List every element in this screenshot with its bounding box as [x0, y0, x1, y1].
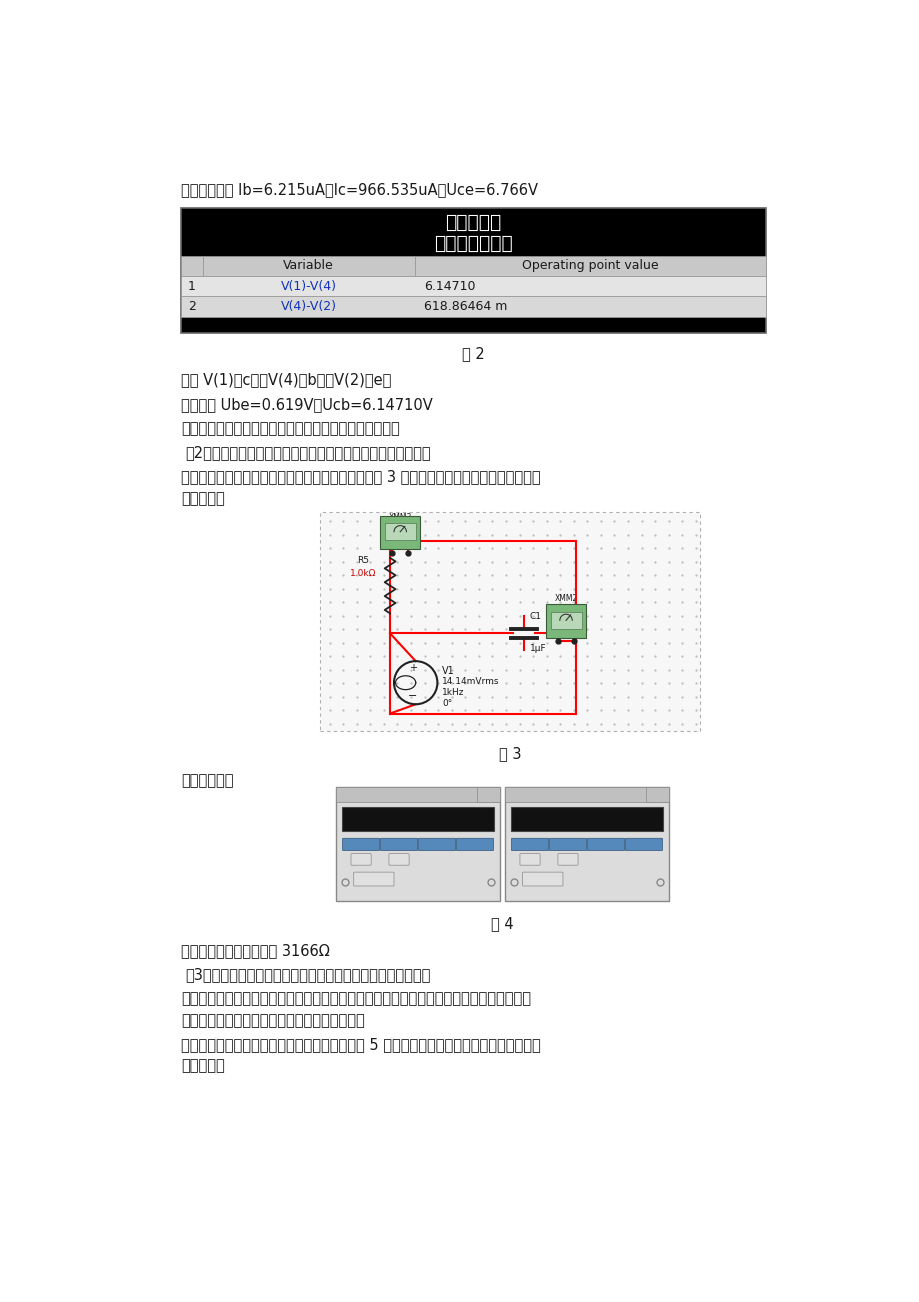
FancyBboxPatch shape [380, 838, 417, 850]
Bar [510, 807, 663, 831]
Bar [380, 516, 420, 549]
Text: 直流工作点分析: 直流工作点分析 [434, 234, 512, 253]
Text: 6.14710: 6.14710 [424, 280, 475, 293]
Bar [505, 786, 668, 802]
Text: 电流档）：: 电流档）： [181, 491, 224, 506]
Text: 1.0kΩ: 1.0kΩ [349, 569, 376, 578]
Text: +: + [408, 663, 416, 673]
Text: 万用表-XMM1: 万用表-XMM1 [380, 789, 433, 799]
Text: 用万用表测量输出端的电压和电流，接法如图如 5 所示（将万用表先后选为交流电压和交流: 用万用表测量输出端的电压和电流，接法如图如 5 所示（将万用表先后选为交流电压和… [181, 1038, 540, 1052]
Text: 由此可得 Ube=0.619V，Ucb=6.14710V: 由此可得 Ube=0.619V，Ucb=6.14710V [181, 397, 432, 411]
Text: C1: C1 [529, 612, 541, 621]
Text: R5: R5 [357, 556, 369, 565]
Text: 直流工作点为 Ib=6.215uA，Ic=966.535uA，Uce=6.766V: 直流工作点为 Ib=6.215uA，Ic=966.535uA，Uce=6.766… [181, 182, 538, 198]
Bar [202, 255, 414, 276]
FancyBboxPatch shape [519, 854, 539, 866]
Text: A: A [527, 840, 532, 849]
Text: 由上 V(1)为c极；V(4)为b极；V(2)为e极: 由上 V(1)为c极；V(4)为b极；V(2)为e极 [181, 372, 391, 388]
Text: V(1)-V(4): V(1)-V(4) [280, 280, 336, 293]
Bar [335, 786, 500, 802]
Text: V: V [564, 840, 571, 849]
Text: 1kHz: 1kHz [441, 687, 464, 697]
Text: 图 2: 图 2 [461, 346, 484, 362]
Text: —: — [562, 854, 573, 865]
Text: 0°: 0° [441, 699, 452, 708]
Text: 输出电阔。否则测量的是最后负载电阔的阔値。: 输出电阔。否则测量的是最后负载电阔的阔値。 [181, 1013, 364, 1027]
FancyBboxPatch shape [351, 854, 370, 866]
Text: （3）请利用软件提供的各种测量仪表测出该电路的输出电阔。: （3）请利用软件提供的各种测量仪表测出该电路的输出电阔。 [185, 967, 430, 982]
FancyBboxPatch shape [418, 838, 455, 850]
Text: 设置...: 设置... [532, 874, 552, 884]
Text: 用万用表测量输入端的电压和电流，电路图接法如图 3 所示（将万用表选为交流电压和交流: 用万用表测量输入端的电压和电流，电路图接法如图 3 所示（将万用表选为交流电压和… [181, 470, 540, 484]
Text: 2.404 uA: 2.404 uA [369, 810, 466, 828]
Bar [645, 786, 668, 802]
Bar [320, 512, 699, 732]
Text: ∼: ∼ [356, 854, 366, 865]
Text: Ω: Ω [602, 840, 608, 849]
Bar [342, 807, 494, 831]
Text: 实验一电路: 实验一电路 [445, 212, 501, 232]
Text: 1μF: 1μF [529, 644, 546, 654]
Text: XX: XX [482, 790, 494, 799]
Text: ∼: ∼ [525, 854, 534, 865]
Text: XMM3: XMM3 [388, 513, 412, 522]
Text: （2）请利用软件提供的各种测量仪表测出该电路的输入电阔。: （2）请利用软件提供的各种测量仪表测出该电路的输入电阔。 [185, 445, 430, 461]
Text: XMM2: XMM2 [554, 594, 577, 603]
FancyBboxPatch shape [389, 854, 409, 866]
Text: dB: dB [637, 840, 649, 849]
Bar [545, 604, 585, 638]
Text: +: + [340, 868, 349, 878]
Text: dB: dB [469, 840, 481, 849]
Bar [335, 786, 500, 901]
Bar [550, 612, 581, 629]
Text: V1: V1 [441, 665, 454, 676]
Text: 电流档）：: 电流档）： [181, 1059, 224, 1073]
Text: −: − [407, 691, 417, 702]
FancyBboxPatch shape [511, 838, 548, 850]
FancyBboxPatch shape [522, 872, 562, 885]
Bar [476, 786, 500, 802]
Text: 设置...: 设置... [363, 874, 384, 884]
FancyBboxPatch shape [586, 838, 624, 850]
Bar [181, 208, 766, 332]
Text: 14.14mVrms: 14.14mVrms [441, 677, 499, 686]
Bar [414, 255, 766, 276]
Bar [505, 786, 668, 901]
Bar [181, 297, 766, 316]
Text: Operating point value: Operating point value [522, 259, 658, 272]
FancyBboxPatch shape [625, 838, 662, 850]
Text: XX: XX [652, 790, 662, 799]
Text: Variable: Variable [283, 259, 334, 272]
Text: −: − [653, 866, 665, 880]
Text: 说明发射结正偏，集电结反偏，三极管工作在放大状态。: 说明发射结正偏，集电结反偏，三极管工作在放大状态。 [181, 421, 399, 436]
FancyBboxPatch shape [557, 854, 577, 866]
Text: 1: 1 [187, 280, 196, 293]
Text: 测量结果为：: 测量结果为： [181, 773, 233, 788]
Text: +: + [509, 868, 518, 878]
Text: V(4)-V(2): V(4)-V(2) [280, 299, 336, 312]
Bar [181, 276, 766, 297]
Text: V: V [395, 840, 402, 849]
FancyBboxPatch shape [549, 838, 586, 850]
Text: 2: 2 [187, 299, 196, 312]
Text: 618.86464 m: 618.86464 m [424, 299, 507, 312]
FancyBboxPatch shape [342, 838, 380, 850]
Text: 7.603 mV: 7.603 mV [535, 810, 638, 828]
Text: 万用表-XMM1: 万用表-XMM1 [548, 789, 601, 799]
Text: —: — [393, 854, 404, 865]
Bar [384, 523, 415, 540]
Text: 图 4: 图 4 [491, 917, 513, 931]
FancyBboxPatch shape [353, 872, 393, 885]
Text: Ω: Ω [433, 840, 440, 849]
FancyBboxPatch shape [456, 838, 494, 850]
Text: 这里注意一定要将输出回路断开，再接入万用表，采用测量开路电压和短路电流的方法测量: 这里注意一定要将输出回路断开，再接入万用表，采用测量开路电压和短路电流的方法测量 [181, 992, 530, 1006]
Text: −: − [484, 866, 496, 880]
Text: A: A [357, 840, 364, 849]
Text: 经计算得到，输入电阔为 3166Ω: 经计算得到，输入电阔为 3166Ω [181, 943, 329, 958]
Text: 图 3: 图 3 [498, 746, 521, 762]
Bar [181, 255, 202, 276]
